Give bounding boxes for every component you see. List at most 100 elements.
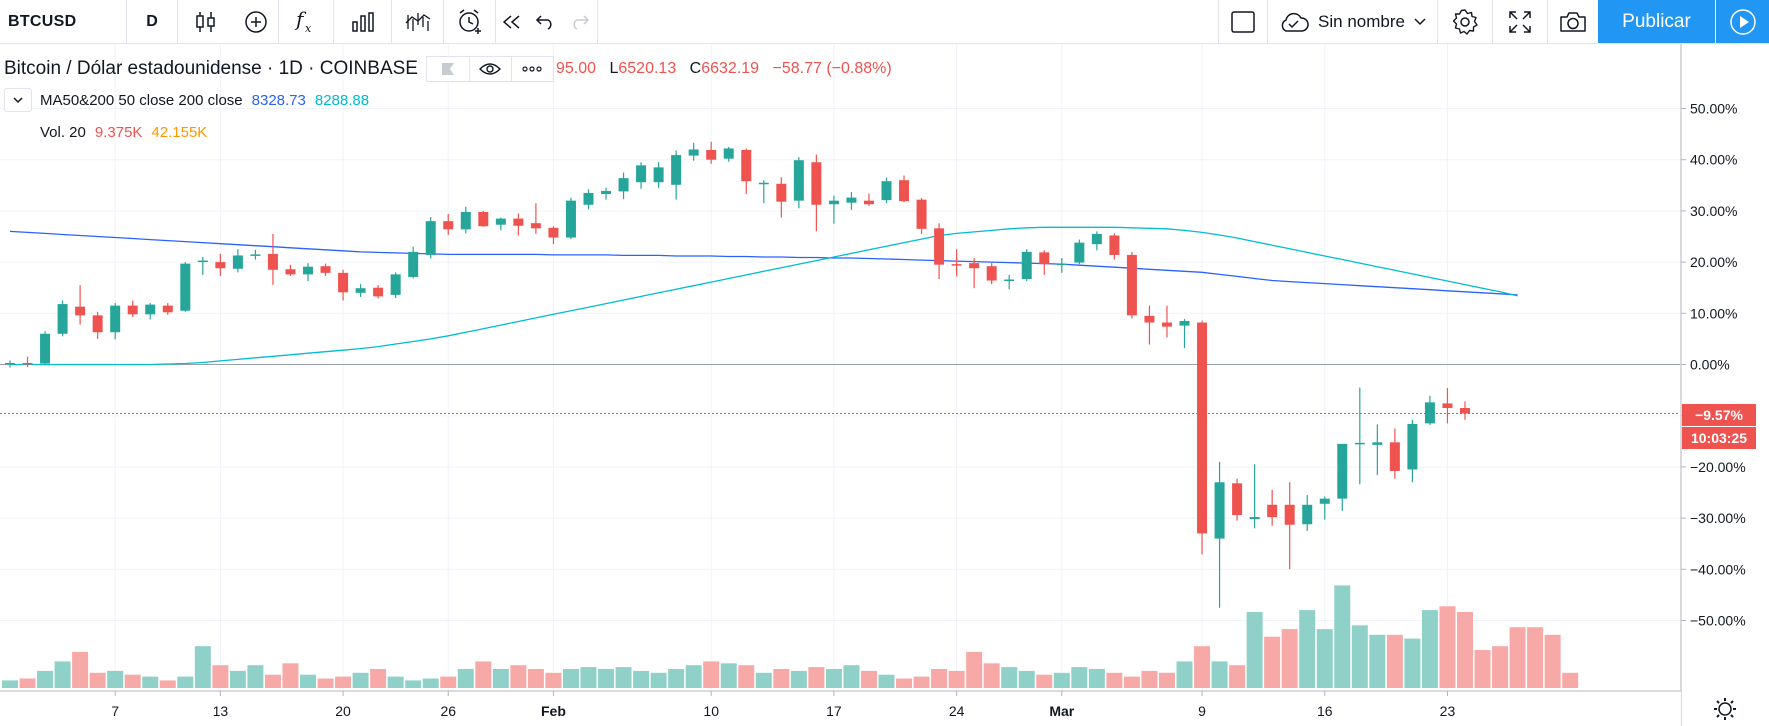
volume-bar	[142, 676, 159, 688]
candle	[934, 223, 945, 279]
candle	[583, 189, 594, 210]
layout-select-button[interactable]	[1218, 0, 1268, 43]
chart-style-button[interactable]	[178, 0, 233, 43]
candle	[1179, 318, 1190, 349]
candle	[5, 360, 15, 368]
legend-more-button[interactable]	[511, 56, 554, 82]
change-value: −58.77 (−0.88%)	[772, 60, 892, 77]
candle	[723, 146, 734, 162]
volume-bar	[1351, 625, 1368, 688]
candle	[1004, 274, 1015, 290]
volume-bar	[1246, 612, 1263, 688]
undo-button[interactable]	[528, 0, 562, 43]
candle	[1302, 495, 1313, 531]
volume-bar	[107, 670, 124, 688]
candle	[671, 150, 682, 200]
candle	[425, 217, 436, 259]
volume-bar	[966, 651, 983, 688]
chart-settings-button[interactable]	[1714, 698, 1736, 720]
chart-canvas[interactable]: 50.00%40.00%30.00%20.00%10.00%0.00%−10.0…	[0, 44, 1769, 726]
redo-button[interactable]	[562, 0, 598, 43]
candle	[1109, 233, 1120, 260]
templates-button[interactable]	[392, 0, 444, 43]
candle	[916, 198, 927, 234]
legend-flag-button[interactable]	[425, 56, 470, 82]
y-tick-label: −20.00%	[1690, 459, 1746, 475]
ma-label[interactable]: MA50&200 50 close 200 close	[40, 91, 243, 109]
volume-bar	[1562, 672, 1579, 688]
gear-icon	[1718, 702, 1732, 716]
volume-legend: Vol. 20 9.375K 42.155K	[40, 120, 207, 144]
time-axis[interactable]	[0, 691, 1681, 726]
save-layout-button[interactable]: Sin nombre	[1268, 0, 1438, 43]
candle	[285, 264, 296, 276]
candle	[1074, 239, 1085, 265]
interval-label: D	[146, 12, 158, 30]
chevron-down-icon	[13, 97, 23, 104]
volume-bar	[300, 674, 317, 688]
volume-bar	[264, 674, 281, 688]
candle	[127, 300, 138, 317]
candle	[758, 180, 769, 204]
candle	[1232, 478, 1243, 521]
candle	[1039, 250, 1050, 275]
low-value: 6520.13	[618, 60, 677, 77]
volume-bar	[247, 665, 264, 688]
volume-bar	[370, 669, 387, 688]
volume-bar	[177, 676, 194, 688]
candle	[1021, 249, 1032, 282]
replay-button[interactable]	[496, 0, 528, 43]
volume-bar	[896, 678, 913, 688]
snapshot-button[interactable]	[1548, 0, 1598, 43]
candle	[951, 249, 962, 277]
volume-bar	[773, 669, 790, 688]
x-tick-label: 20	[335, 703, 351, 719]
candle	[75, 285, 86, 325]
volume-bar	[1264, 636, 1281, 688]
legend-collapse-button[interactable]	[4, 88, 32, 112]
candle	[618, 172, 629, 200]
play-button[interactable]	[1716, 0, 1769, 43]
y-tick-label: −40.00%	[1690, 561, 1746, 577]
publish-button[interactable]: Publicar	[1598, 0, 1715, 43]
redo-icon	[572, 14, 589, 30]
volume-bar	[1334, 585, 1351, 688]
volume-bar	[212, 665, 229, 688]
x-tick-label: 24	[949, 703, 965, 719]
price-axis[interactable]	[1681, 44, 1769, 726]
ma50-line	[9, 230, 1518, 296]
financials-button[interactable]	[334, 0, 392, 43]
settings-button[interactable]	[1438, 0, 1493, 43]
fullscreen-button[interactable]	[1493, 0, 1548, 43]
candle	[1144, 305, 1155, 345]
volume-bar	[860, 670, 877, 688]
volume-bar	[1386, 634, 1403, 688]
volume-bar	[825, 669, 842, 688]
volume-bar	[843, 665, 860, 688]
volume-bar	[1158, 672, 1175, 688]
candle	[688, 142, 699, 161]
chevron-down-icon[interactable]	[1413, 17, 1427, 27]
volume-bar	[755, 672, 772, 688]
alert-button[interactable]	[444, 0, 496, 43]
volume-bar	[598, 669, 615, 688]
volume-bar	[720, 663, 737, 688]
interval-button[interactable]: D	[127, 0, 178, 43]
candle	[443, 213, 454, 235]
volume-bar	[1299, 610, 1316, 688]
candle	[1424, 395, 1435, 425]
legend-visibility-button[interactable]	[469, 56, 512, 82]
candle	[828, 195, 839, 224]
volume-bars	[2, 585, 1579, 688]
main-series-legend: Bitcoin / Dólar estadounidense · 1D · CO…	[0, 56, 892, 82]
x-tick-label: 13	[213, 703, 229, 719]
volume-bar	[808, 667, 825, 688]
candle	[513, 213, 524, 236]
symbol-search[interactable]: BTCUSD	[0, 0, 127, 43]
series-title[interactable]: Bitcoin / Dólar estadounidense · 1D · CO…	[4, 58, 418, 79]
volume-label[interactable]: Vol. 20	[40, 123, 86, 141]
compare-button[interactable]	[233, 0, 279, 43]
volume-bar	[685, 665, 702, 688]
